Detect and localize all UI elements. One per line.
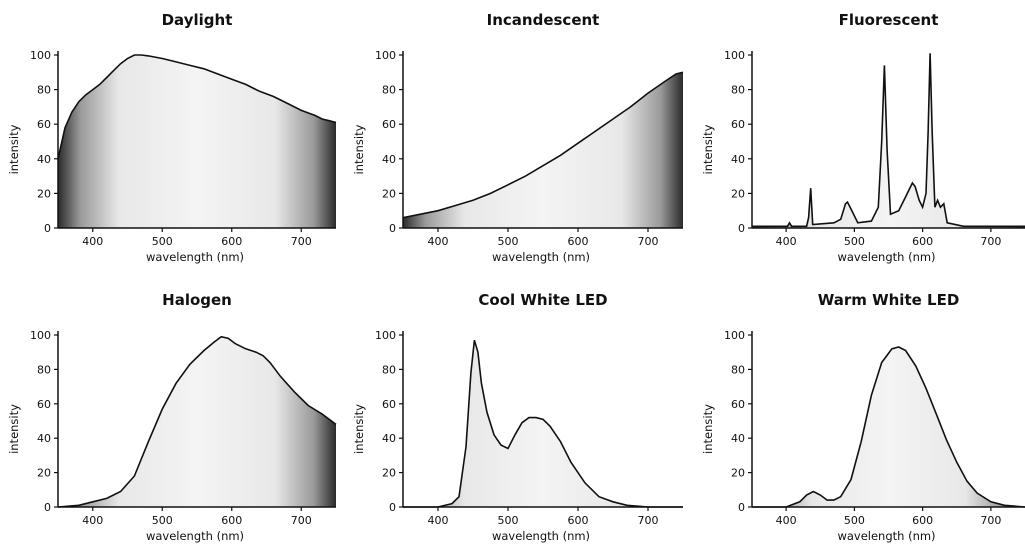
x-tick-label: 600	[221, 514, 242, 527]
y-axis-label: intensity	[352, 404, 366, 454]
y-tick-label: 80	[37, 363, 51, 376]
y-tick-label: 80	[37, 84, 51, 97]
x-tick-label: 600	[912, 514, 933, 527]
y-tick-label: 0	[389, 222, 396, 235]
x-axis-label: wavelength (nm)	[146, 529, 244, 543]
x-axis-label: wavelength (nm)	[492, 529, 590, 543]
chart-panel: Fluorescent 0 20 40 60 80 100 400 500 600 700 wavel…	[701, 11, 1025, 264]
y-axis-label: intensity	[352, 124, 366, 174]
x-tick-label: 400	[428, 514, 449, 527]
x-tick-label: 700	[638, 514, 659, 527]
y-tick-label: 40	[382, 432, 396, 445]
chart-title: Daylight	[162, 11, 233, 29]
x-tick-label: 700	[291, 514, 312, 527]
x-tick-label: 500	[152, 514, 173, 527]
series-area	[403, 72, 683, 228]
chart-panel: Warm White LED 0 20 40 60 80 100 400 500 600 700 wa…	[701, 291, 1025, 543]
y-axis-label: intensity	[701, 124, 715, 174]
y-tick-label: 80	[731, 363, 745, 376]
x-tick-label: 400	[82, 514, 103, 527]
y-tick-label: 60	[382, 118, 396, 131]
series-line	[57, 54, 337, 159]
series-line	[752, 53, 1025, 228]
x-tick-label: 400	[428, 235, 449, 248]
y-tick-label: 20	[382, 467, 396, 480]
y-tick-label: 80	[382, 363, 396, 376]
y-tick-label: 100	[375, 49, 396, 62]
x-axis-label: wavelength (nm)	[146, 250, 244, 264]
y-tick-label: 40	[731, 153, 745, 166]
series-line	[57, 335, 337, 508]
y-tick-label: 20	[37, 187, 51, 200]
y-tick-label: 40	[37, 153, 51, 166]
series-line	[752, 346, 1025, 508]
series-area	[403, 340, 683, 507]
y-axis-label: intensity	[7, 404, 21, 454]
y-axis-label: intensity	[701, 404, 715, 454]
series-area	[58, 55, 336, 228]
x-axis-label: wavelength (nm)	[837, 250, 935, 264]
chart-title: Incandescent	[487, 11, 600, 29]
y-tick-label: 60	[382, 398, 396, 411]
y-tick-label: 20	[382, 187, 396, 200]
y-tick-label: 0	[738, 222, 745, 235]
y-tick-label: 100	[724, 329, 745, 342]
x-tick-label: 600	[568, 514, 589, 527]
x-tick-label: 700	[291, 235, 312, 248]
x-tick-label: 700	[980, 235, 1001, 248]
y-tick-label: 60	[731, 118, 745, 131]
y-tick-label: 40	[731, 432, 745, 445]
series-area	[752, 53, 1025, 228]
series-line	[402, 71, 684, 219]
x-tick-label: 400	[776, 514, 797, 527]
y-tick-label: 100	[724, 49, 745, 62]
y-tick-label: 20	[37, 467, 51, 480]
y-tick-label: 0	[738, 501, 745, 514]
x-tick-label: 500	[152, 235, 173, 248]
x-tick-label: 400	[776, 235, 797, 248]
chart-title: Halogen	[162, 291, 232, 309]
x-tick-label: 700	[980, 514, 1001, 527]
x-tick-label: 600	[912, 235, 933, 248]
y-tick-label: 0	[44, 501, 51, 514]
x-tick-label: 700	[638, 235, 659, 248]
y-tick-label: 100	[375, 329, 396, 342]
chart-panel: Cool White LED 0 20 40 60 80 100 400 500 600 700 wa…	[352, 291, 683, 543]
y-tick-label: 60	[37, 398, 51, 411]
series-area	[752, 347, 1025, 507]
y-tick-label: 100	[30, 329, 51, 342]
series-line	[403, 339, 683, 508]
y-tick-label: 20	[731, 187, 745, 200]
x-tick-label: 600	[221, 235, 242, 248]
y-axis-label: intensity	[7, 124, 21, 174]
y-tick-label: 40	[37, 432, 51, 445]
x-axis-label: wavelength (nm)	[837, 529, 935, 543]
chart-panel: Halogen 0 20 40 60 80 100 400 500 600 700 wavelengt…	[7, 291, 337, 543]
y-tick-label: 80	[382, 84, 396, 97]
chart-title: Fluorescent	[839, 11, 939, 29]
y-tick-label: 100	[30, 49, 51, 62]
y-tick-label: 60	[37, 118, 51, 131]
x-tick-label: 500	[498, 235, 519, 248]
x-tick-label: 500	[844, 235, 865, 248]
chart-title: Cool White LED	[478, 291, 607, 309]
y-tick-label: 80	[731, 84, 745, 97]
y-tick-label: 20	[731, 467, 745, 480]
x-tick-label: 400	[82, 235, 103, 248]
chart-title: Warm White LED	[818, 291, 960, 309]
x-axis-label: wavelength (nm)	[492, 250, 590, 264]
x-tick-label: 600	[568, 235, 589, 248]
x-tick-label: 500	[844, 514, 865, 527]
series-area	[58, 336, 336, 507]
x-tick-label: 500	[498, 514, 519, 527]
y-tick-label: 40	[382, 153, 396, 166]
chart-panel: Daylight 0 20 40 60 80 100 400 500 600 700 waveleng…	[7, 11, 337, 264]
y-tick-label: 60	[731, 398, 745, 411]
y-tick-label: 0	[44, 222, 51, 235]
chart-panel: Incandescent 0 20 40 60 80 100 400 500 600 700 wave…	[352, 11, 684, 264]
y-tick-label: 0	[389, 501, 396, 514]
